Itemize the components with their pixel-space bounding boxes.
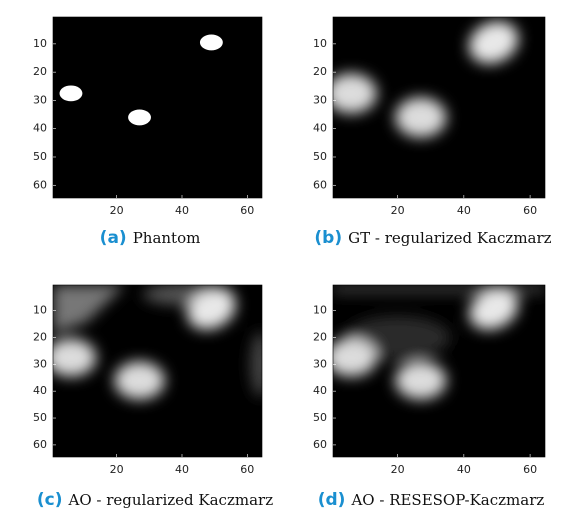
x-tick-label: 60	[523, 463, 537, 476]
x-tick-label: 60	[240, 204, 254, 217]
y-tick-label: 30	[313, 93, 327, 106]
panel: 20 40 60 10 20 30 40 50 60 (c) AO - regularized Ka…	[33, 281, 273, 510]
x-tick-label: 40	[175, 204, 189, 217]
caption: (c) AO - regularized Kaczmarz	[37, 490, 273, 510]
image	[46, 281, 270, 457]
x-tick-label: 60	[523, 204, 537, 217]
y-tick-label: 40	[313, 122, 327, 135]
y-tick-label: 40	[33, 122, 47, 135]
image	[326, 281, 545, 457]
x-tick-label: 20	[110, 204, 124, 217]
caption-text: Phantom	[133, 229, 201, 247]
image	[53, 17, 262, 198]
blob	[326, 339, 377, 377]
y-tick-label: 50	[313, 411, 327, 424]
caption-text: AO - regularized Kaczmarz	[68, 491, 274, 509]
panel: 20 40 60 10 20 30 40 50 60 (b) GT - regularized Ka…	[313, 14, 552, 248]
y-tick-label: 20	[33, 330, 47, 343]
caption-text: AO - RESESOP-Kaczmarz	[350, 491, 544, 509]
blob	[200, 35, 223, 51]
blob	[395, 97, 446, 137]
panel: 20 40 60 10 20 30 40 50 60 (a) Phantom	[33, 17, 262, 248]
x-tick-label: 40	[175, 463, 189, 476]
y-tick-label: 10	[313, 37, 327, 50]
blob	[326, 73, 377, 113]
x-tick-label: 20	[110, 463, 124, 476]
blob	[46, 339, 96, 377]
edge-artifact	[333, 285, 545, 293]
blob	[395, 361, 446, 399]
caption-text: GT - regularized Kaczmarz	[348, 229, 552, 247]
y-tick-label: 20	[33, 65, 47, 78]
x-tick-label: 20	[391, 204, 405, 217]
x-tick-label: 40	[457, 204, 471, 217]
x-tick-label: 40	[457, 463, 471, 476]
image-background	[53, 17, 262, 198]
y-tick-label: 60	[313, 178, 327, 191]
caption-label: (b)	[314, 228, 342, 248]
y-tick-label: 30	[33, 357, 47, 370]
y-tick-label: 50	[33, 150, 47, 163]
y-tick-label: 50	[313, 150, 327, 163]
x-tick-label: 20	[391, 463, 405, 476]
caption-label: (d)	[318, 490, 346, 510]
y-tick-label: 10	[33, 304, 47, 317]
y-tick-label: 10	[313, 304, 327, 317]
x-tick-label: 60	[240, 463, 254, 476]
panel: 20 40 60 10 20 30 40 50 60 (d)AO - RESESOP-Kaczma…	[313, 281, 545, 510]
caption-label: (a)	[100, 228, 127, 248]
blob	[114, 361, 164, 399]
y-tick-label: 20	[313, 330, 327, 343]
caption: (b) GT - regularized Kaczmarz	[314, 228, 551, 248]
caption-label: (c)	[37, 490, 63, 510]
blob	[60, 85, 83, 101]
y-tick-label: 30	[313, 357, 327, 370]
y-tick-label: 60	[313, 438, 327, 451]
y-tick-label: 60	[33, 438, 47, 451]
caption: (d)AO - RESESOP-Kaczmarz	[318, 490, 545, 510]
caption: (a) Phantom	[100, 228, 201, 248]
image	[326, 14, 545, 198]
edge-artifact	[251, 332, 271, 397]
y-tick-label: 60	[33, 178, 47, 191]
y-tick-label: 20	[313, 65, 327, 78]
y-tick-label: 50	[33, 411, 47, 424]
figure: 20 40 60 10 20 30 40 50 60 (a) Phantom 20 40 60 10 20 30…	[0, 0, 576, 515]
y-tick-label: 40	[313, 384, 327, 397]
y-tick-label: 30	[33, 93, 47, 106]
y-tick-label: 10	[33, 37, 47, 50]
blob	[128, 109, 151, 125]
y-tick-label: 40	[33, 384, 47, 397]
